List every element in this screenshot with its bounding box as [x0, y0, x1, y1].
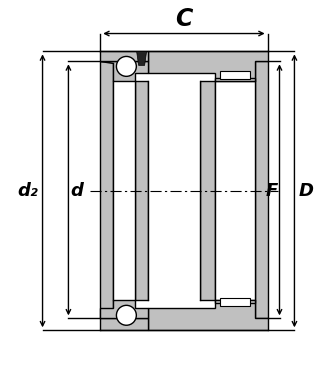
Bar — [220, 298, 250, 306]
Text: F: F — [265, 182, 277, 200]
Bar — [148, 81, 200, 300]
Bar — [215, 61, 255, 318]
Circle shape — [117, 56, 136, 76]
Polygon shape — [100, 61, 148, 81]
Polygon shape — [137, 51, 147, 66]
Bar — [100, 61, 113, 318]
Polygon shape — [100, 300, 148, 318]
Bar — [220, 71, 250, 79]
Bar — [113, 81, 135, 300]
Text: D: D — [298, 182, 313, 200]
Bar — [215, 78, 255, 81]
Polygon shape — [100, 318, 148, 330]
Polygon shape — [148, 300, 267, 330]
Polygon shape — [100, 51, 148, 61]
Text: d₂: d₂ — [18, 182, 39, 200]
Bar — [200, 81, 215, 300]
Bar — [135, 81, 148, 300]
Text: d: d — [70, 182, 83, 200]
Bar — [215, 300, 255, 303]
Bar — [255, 61, 267, 318]
Text: C: C — [175, 6, 192, 30]
Circle shape — [117, 305, 136, 325]
Polygon shape — [148, 51, 267, 81]
